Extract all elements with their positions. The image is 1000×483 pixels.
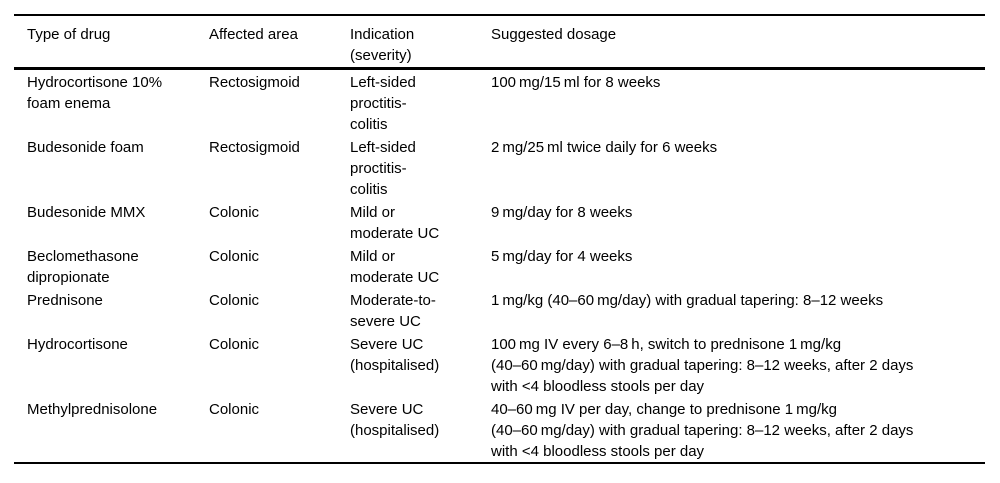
cell-indication-severity: Severe UC (hospitalised) <box>350 336 440 374</box>
col-header-suggested-dosage: Suggested dosage <box>491 15 985 70</box>
cell-suggested-dosage: 1 mg/kg (40–60 mg/day) with gradual tape… <box>491 292 884 309</box>
cell-affected-area: Rectosigmoid <box>209 74 300 91</box>
table-row: Prednisone Colonic Moderate-to- severe U… <box>14 288 985 332</box>
cell-indication-severity: Left-sided proctitis- colitis <box>350 139 416 198</box>
cell-type-of-drug: Hydrocortisone 10% foam enema <box>27 74 163 112</box>
drug-dosage-table: Type of drug Affected area Indication (s… <box>14 14 985 464</box>
table-row: Hydrocortisone Colonic Severe UC (hospit… <box>14 332 985 397</box>
table-row: Hydrocortisone 10% foam enema Rectosigmo… <box>14 69 985 136</box>
cell-suggested-dosage: 40–60 mg IV per day, change to prednison… <box>491 401 914 460</box>
cell-type-of-drug: Hydrocortisone <box>27 336 128 353</box>
header-row: Type of drug Affected area Indication (s… <box>14 15 985 70</box>
cell-affected-area: Colonic <box>209 401 260 418</box>
table-row: Budesonide foam Rectosigmoid Left-sided … <box>14 135 985 200</box>
col-header-affected-area: Affected area <box>209 15 350 70</box>
cell-suggested-dosage: 5 mg/day for 4 weeks <box>491 248 633 265</box>
cell-suggested-dosage: 9 mg/day for 8 weeks <box>491 204 633 221</box>
col-header-indication-severity: Indication (severity) <box>350 15 491 70</box>
cell-indication-severity: Mild or moderate UC <box>350 204 440 242</box>
table-body: Hydrocortisone 10% foam enema Rectosigmo… <box>14 69 985 464</box>
col-header-type-of-drug: Type of drug <box>14 15 209 70</box>
cell-type-of-drug: Budesonide foam <box>27 139 144 156</box>
cell-type-of-drug: Prednisone <box>27 292 103 309</box>
table-row: Methylprednisolone Colonic Severe UC (ho… <box>14 397 985 463</box>
cell-suggested-dosage: 100 mg/15 ml for 8 weeks <box>491 74 661 91</box>
cell-affected-area: Colonic <box>209 292 260 309</box>
cell-affected-area: Colonic <box>209 248 260 265</box>
cell-affected-area: Rectosigmoid <box>209 139 300 156</box>
cell-indication-severity: Moderate-to- severe UC <box>350 292 436 330</box>
cell-suggested-dosage: 100 mg IV every 6–8 h, switch to prednis… <box>491 336 914 395</box>
cell-indication-severity: Left-sided proctitis- colitis <box>350 74 416 133</box>
cell-type-of-drug: Budesonide MMX <box>27 204 146 221</box>
cell-indication-severity: Mild or moderate UC <box>350 248 440 286</box>
cell-affected-area: Colonic <box>209 336 260 353</box>
cell-suggested-dosage: 2 mg/25 ml twice daily for 6 weeks <box>491 139 718 156</box>
table-row: Beclomethasone dipropionate Colonic Mild… <box>14 244 985 288</box>
cell-type-of-drug: Beclomethasone dipropionate <box>27 248 139 286</box>
table-row: Budesonide MMX Colonic Mild or moderate … <box>14 200 985 244</box>
cell-affected-area: Colonic <box>209 204 260 221</box>
cell-indication-severity: Severe UC (hospitalised) <box>350 401 440 439</box>
cell-type-of-drug: Methylprednisolone <box>27 401 158 418</box>
